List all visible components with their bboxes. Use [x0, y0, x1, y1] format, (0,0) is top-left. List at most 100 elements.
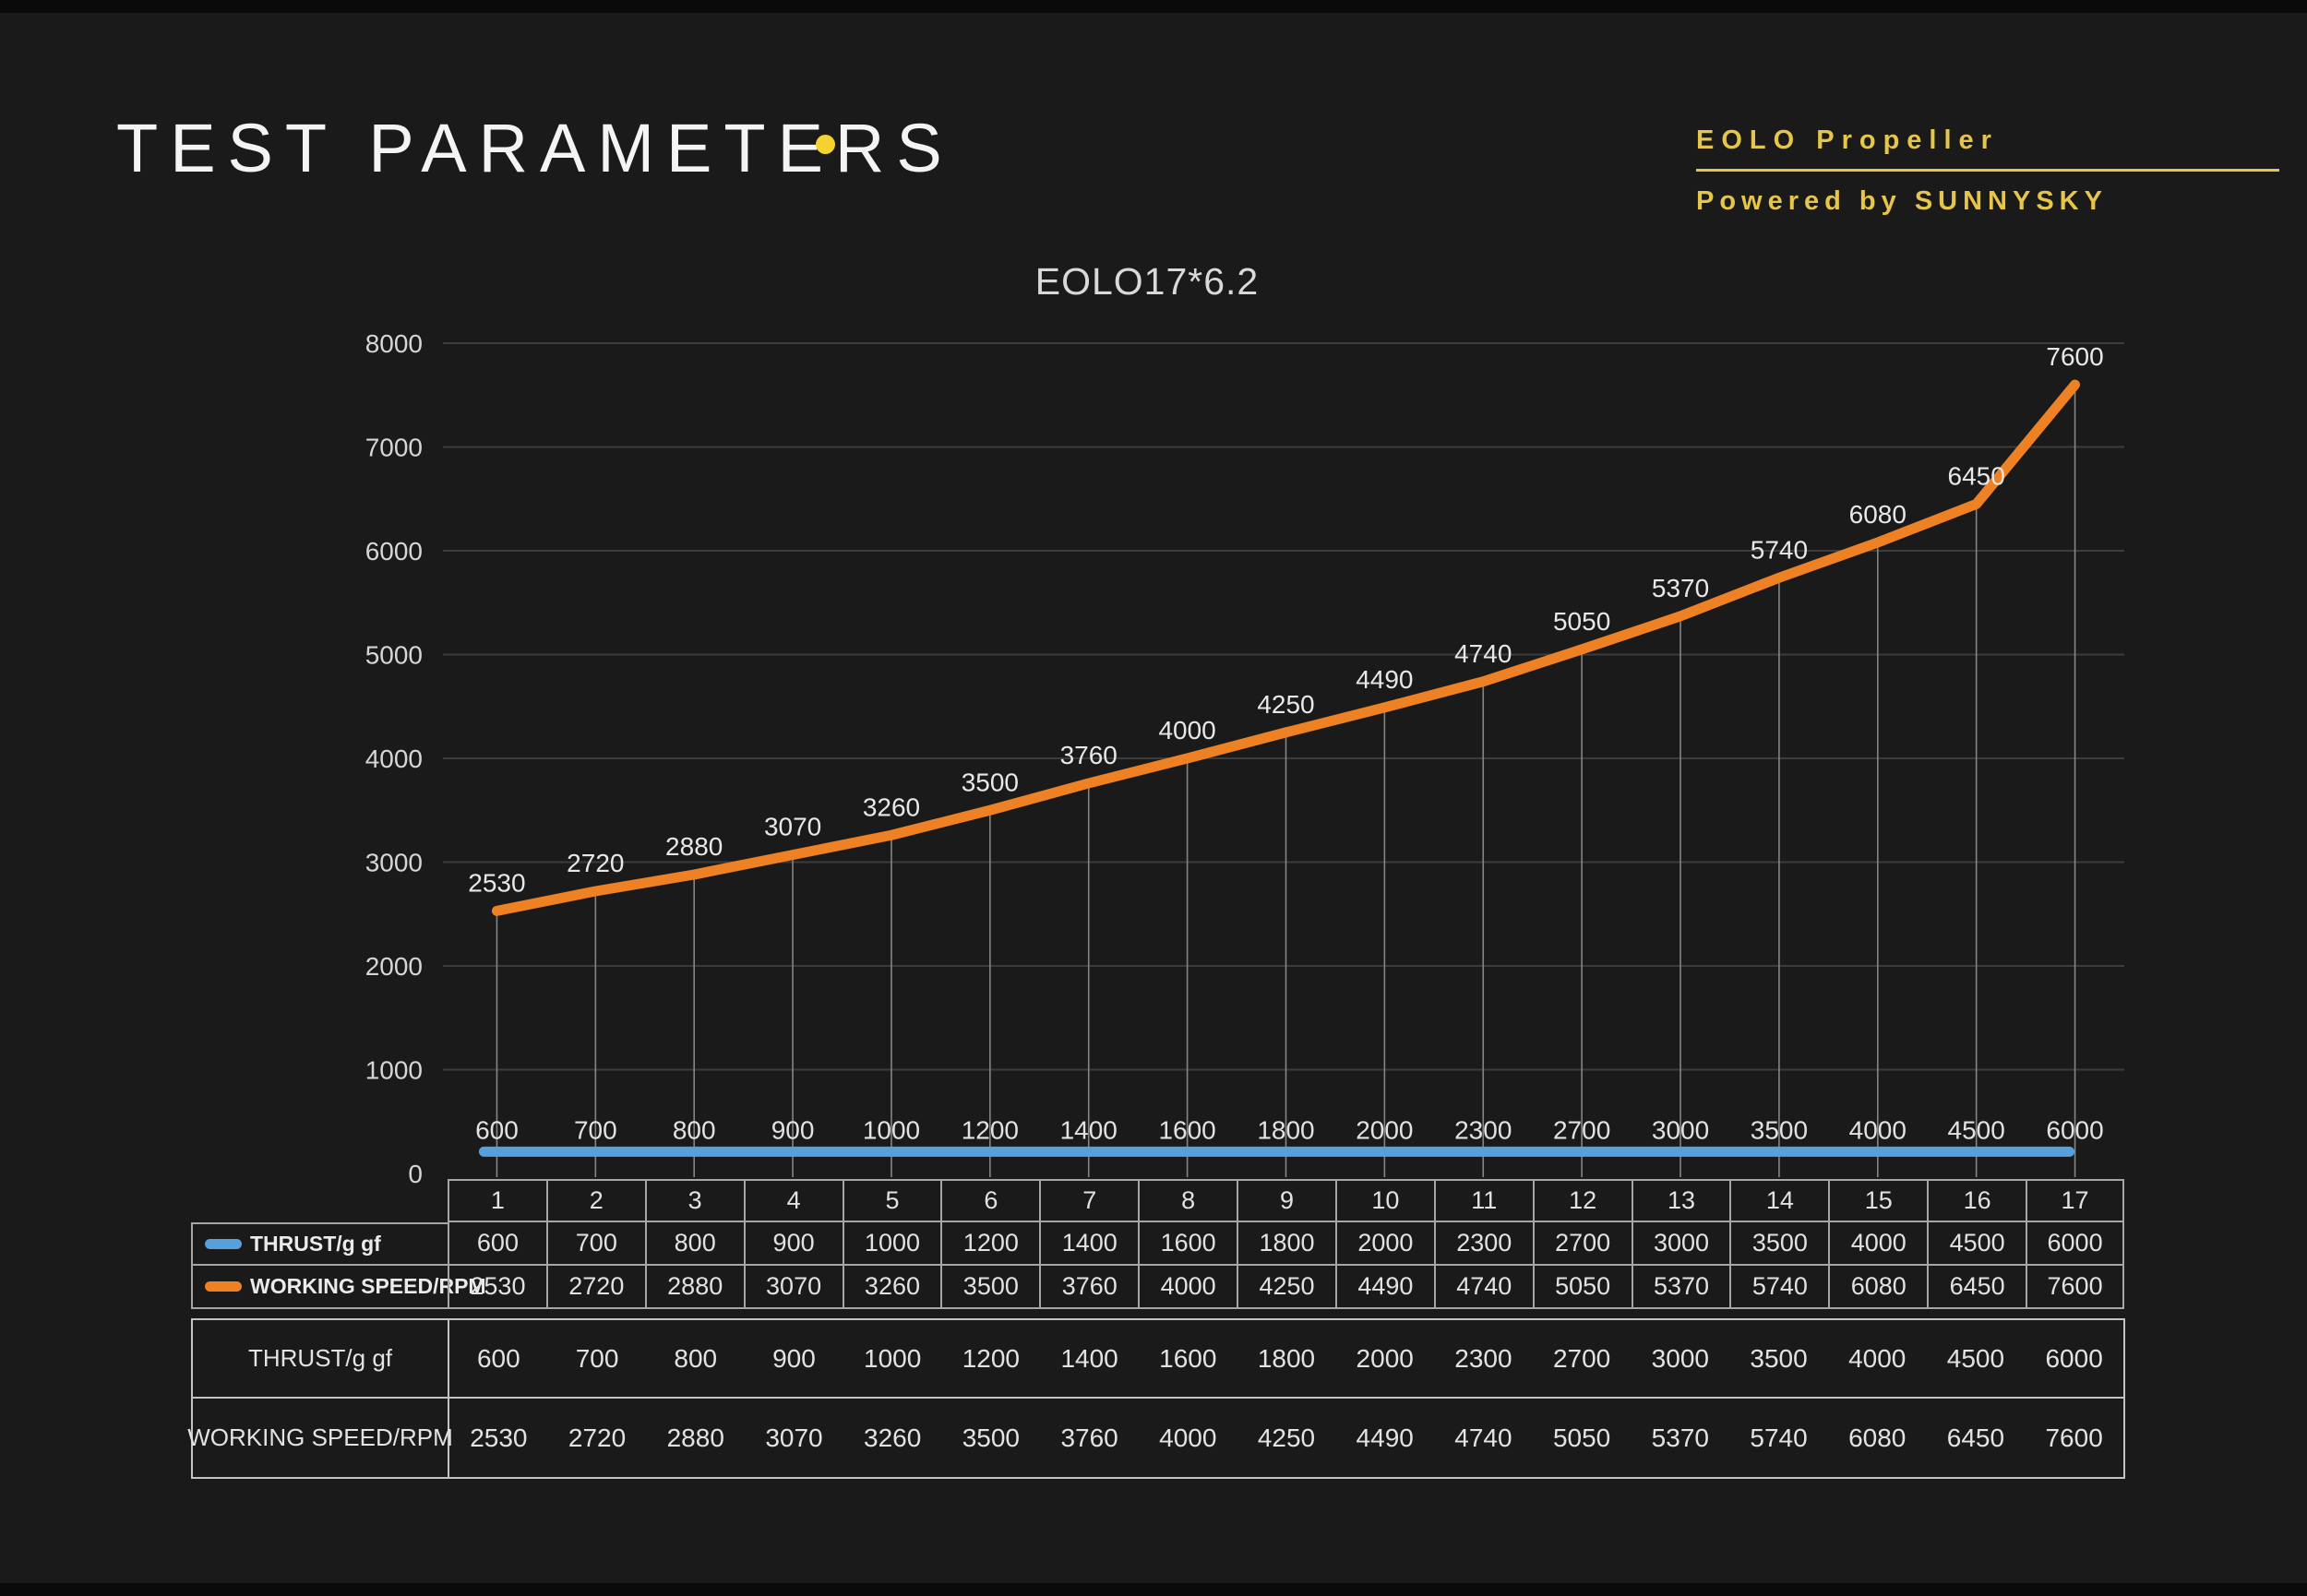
summary-value-cell: 4250 — [1257, 1423, 1316, 1452]
speed-point-label: 3260 — [863, 792, 920, 821]
value-cell: 3760 — [1039, 1266, 1139, 1309]
index-header-cell: 14 — [1729, 1179, 1829, 1222]
summary-row-label: THRUST/g gf — [193, 1320, 449, 1399]
value-cell: 3500 — [940, 1266, 1040, 1309]
index-header-cell: 13 — [1631, 1179, 1730, 1222]
summary-value-cell: 4490 — [1356, 1423, 1414, 1452]
summary-value-cell: 1600 — [1138, 1320, 1237, 1399]
value-cell: 3000 — [1631, 1222, 1730, 1266]
summary-value-cell: 7600 — [2045, 1423, 2103, 1452]
index-header-cell: 6 — [940, 1179, 1040, 1222]
index-header-cell: 4 — [743, 1179, 843, 1222]
thrust-value-label: 1600 — [1158, 1115, 1215, 1144]
summary-value-cell: 3500 — [1729, 1320, 1828, 1399]
title-accent-dot-icon — [816, 135, 835, 154]
table-corner-spacer — [191, 1179, 448, 1222]
summary-value-cell: 1800 — [1237, 1320, 1336, 1399]
summary-value-cell: 4000 — [1827, 1320, 1927, 1399]
index-header-cell: 5 — [842, 1179, 941, 1222]
thrust-value-label: 600 — [475, 1115, 519, 1144]
y-axis-tick-label: 8000 — [365, 329, 423, 358]
y-axis-tick-label: 1000 — [365, 1056, 423, 1085]
value-cell: 3070 — [743, 1266, 843, 1309]
chart-title: EOLO17*6.2 — [1034, 260, 1260, 303]
value-cell: 2300 — [1433, 1222, 1533, 1266]
index-header-cell: 16 — [1927, 1179, 2026, 1222]
summary-value-cell: 2300 — [1434, 1320, 1533, 1399]
summary-row-label: WORKING SPEED/RPM — [187, 1399, 453, 1477]
value-cell: 3500 — [1729, 1222, 1829, 1266]
legend-label-cell: WORKING SPEED/RPM — [191, 1266, 486, 1309]
summary-value-cell: 900 — [745, 1320, 843, 1399]
value-cell: 5370 — [1631, 1266, 1730, 1309]
value-cell: 800 — [644, 1222, 744, 1266]
index-header-cell: 2 — [545, 1179, 645, 1222]
summary-value-cell: 3000 — [1631, 1320, 1730, 1399]
thrust-value-label: 3000 — [1652, 1115, 1709, 1144]
value-cell: 6450 — [1927, 1266, 2026, 1309]
value-cell: 900 — [743, 1222, 843, 1266]
summary-value-cell: 6080 — [1848, 1423, 1907, 1452]
summary-value-cell: 2530 — [470, 1423, 528, 1452]
speed-point-label: 6450 — [1948, 461, 2005, 490]
value-cell: 1600 — [1138, 1222, 1237, 1266]
speed-point-label: 2720 — [567, 849, 624, 877]
summary-value-cell: 4000 — [1159, 1423, 1217, 1452]
summary-value-cell: 800 — [646, 1320, 746, 1399]
speed-point-label: 3760 — [1060, 741, 1118, 769]
index-header-cell: 1 — [448, 1179, 546, 1222]
thrust-value-label: 1400 — [1060, 1115, 1118, 1144]
value-cell: 2530 — [448, 1266, 546, 1309]
summary-value-cell: 600 — [449, 1320, 548, 1399]
speed-point-label: 5740 — [1751, 535, 1808, 564]
value-cell: 600 — [448, 1222, 546, 1266]
speed-point-label: 4490 — [1356, 665, 1413, 694]
thrust-value-label: 1800 — [1257, 1115, 1314, 1144]
value-cell: 4740 — [1433, 1266, 1533, 1309]
y-axis-tick-label: 7000 — [365, 434, 423, 462]
index-header-cell: 10 — [1334, 1179, 1434, 1222]
value-cell: 2880 — [644, 1266, 744, 1309]
value-cell: 1400 — [1039, 1222, 1139, 1266]
legend-data-table: 1 2 3 4 5 6 7 8 9 10 11 12 13 14 15 16 17 THRUST/g gf 600 7… — [191, 1179, 2124, 1309]
thrust-value-label: 4000 — [1849, 1115, 1907, 1144]
summary-value-cell: 4740 — [1454, 1423, 1512, 1452]
value-cell: 4490 — [1334, 1266, 1434, 1309]
value-cell: 6000 — [2026, 1222, 2124, 1266]
legend-label: WORKING SPEED/RPM — [250, 1274, 486, 1298]
speed-point-label: 4250 — [1257, 690, 1314, 719]
summary-value-cell: 2000 — [1335, 1320, 1435, 1399]
thrust-value-label: 2300 — [1454, 1115, 1512, 1144]
value-cell: 1200 — [940, 1222, 1040, 1266]
y-axis-tick-label: 2000 — [365, 952, 423, 981]
value-cell: 2000 — [1334, 1222, 1434, 1266]
summary-value-cell: 3760 — [1060, 1423, 1118, 1452]
thrust-value-label: 1000 — [863, 1115, 920, 1144]
summary-value-cell: 700 — [547, 1320, 647, 1399]
speed-point-label: 2530 — [468, 868, 525, 897]
thrust-value-label: 2000 — [1356, 1115, 1413, 1144]
summary-value-cell: 2720 — [568, 1423, 627, 1452]
value-cell: 5050 — [1532, 1266, 1632, 1309]
thrust-value-label: 700 — [574, 1115, 617, 1144]
summary-value-cell: 6450 — [1946, 1423, 2005, 1452]
thrust-value-label: 3500 — [1751, 1115, 1808, 1144]
value-cell: 700 — [545, 1222, 645, 1266]
y-axis-tick-label: 3000 — [365, 849, 423, 877]
index-header-cell: 17 — [2026, 1179, 2124, 1222]
summary-value-cell: 2700 — [1532, 1320, 1632, 1399]
summary-value-cell: 5050 — [1552, 1423, 1611, 1452]
speed-point-label: 5370 — [1652, 574, 1709, 602]
summary-value-cell: 1000 — [843, 1320, 942, 1399]
summary-value-cell: 2880 — [666, 1423, 724, 1452]
summary-value-cell: 5370 — [1651, 1423, 1709, 1452]
thrust-value-label: 6000 — [2046, 1115, 2103, 1144]
summary-value-cell: 3500 — [962, 1423, 1021, 1452]
thrust-value-label: 2700 — [1553, 1115, 1610, 1144]
value-cell: 1800 — [1237, 1222, 1335, 1266]
index-header-cell: 12 — [1532, 1179, 1632, 1222]
y-axis-tick-label: 4000 — [365, 744, 423, 773]
y-axis-tick-label: 6000 — [365, 537, 423, 566]
value-cell: 2720 — [545, 1266, 645, 1309]
